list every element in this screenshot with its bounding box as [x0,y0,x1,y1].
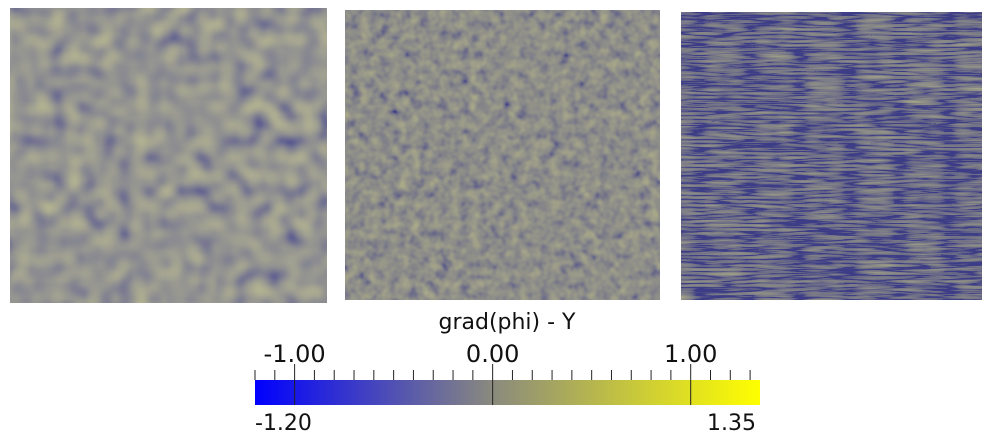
panel-texture [345,10,660,300]
ticks: -1.00 0.00 1.00 -1.20 1.35 [254,340,756,436]
range-max-label: 1.35 [707,411,756,436]
tick-label: 0.00 [466,340,519,368]
range-min-label: -1.20 [255,411,312,436]
tick-label: -1.00 [264,340,326,368]
tick-label: 1.00 [664,340,717,368]
panel-texture [681,12,982,300]
panel-texture [10,8,327,303]
colorbar [255,380,760,405]
colorbar-title: grad(phi) - Y [438,310,576,335]
